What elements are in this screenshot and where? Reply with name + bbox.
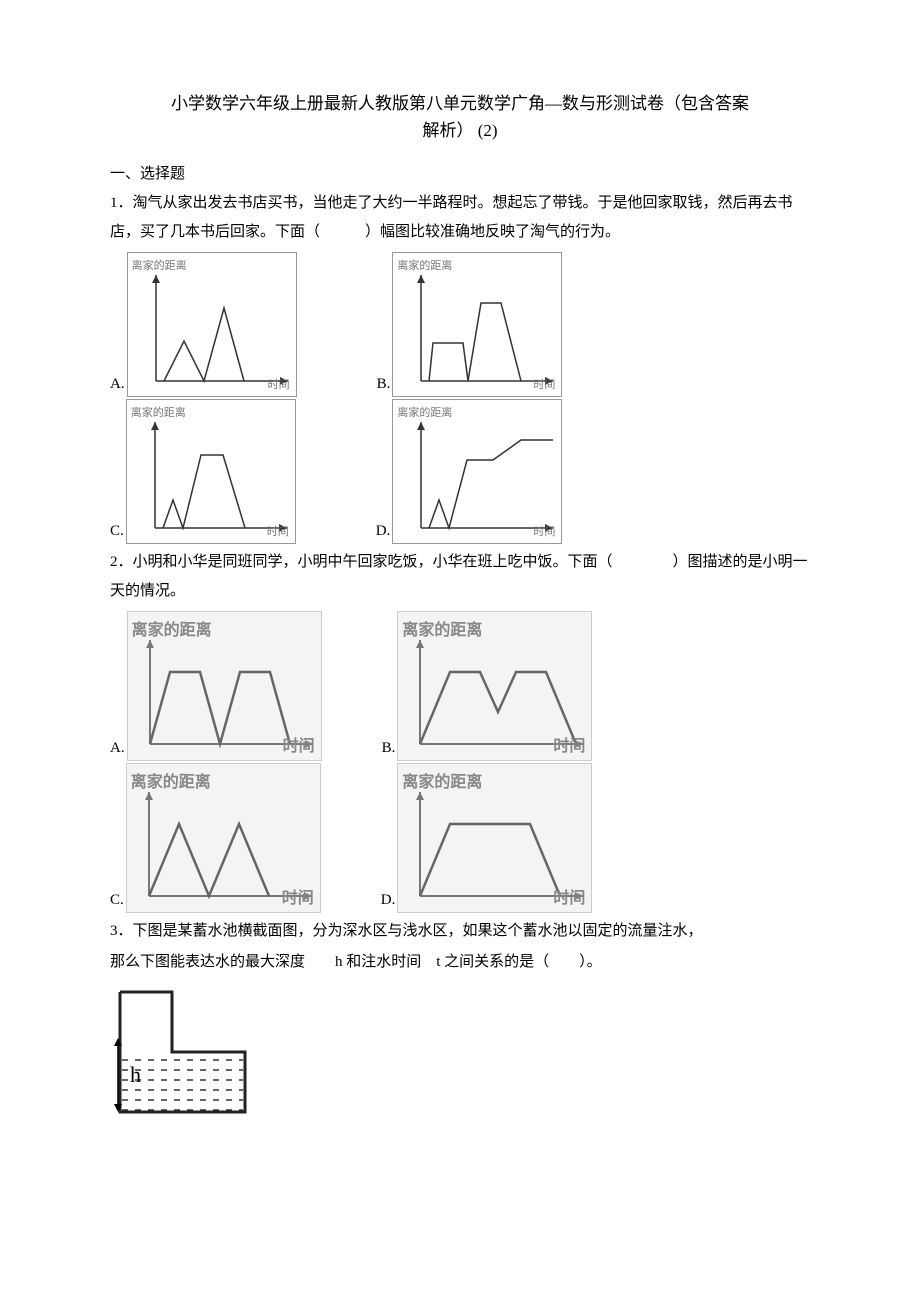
q1D-ylabel: 离家的距离 <box>397 404 452 420</box>
q2-optB[interactable]: B. 离家的距离 时间 <box>382 611 593 761</box>
q2-optD-label: D. <box>381 892 396 913</box>
q1-optA[interactable]: A. 离家的距离 时间 <box>110 252 297 397</box>
q1-row2: C. 离家的距离 时间 D. 离家的距离 时间 <box>110 399 810 544</box>
q1-optA-label: A. <box>110 376 125 397</box>
q2-chartB: 离家的距离 时间 <box>397 611 592 761</box>
q3-pool-diagram: h <box>110 982 255 1122</box>
q2-optA[interactable]: A. 离家的距离 时间 <box>110 611 322 761</box>
q1-optC[interactable]: C. 离家的距离 时间 <box>110 399 296 544</box>
q2-chartA: 离家的距离 时间 <box>127 611 322 761</box>
q2-optB-label: B. <box>382 740 396 761</box>
q2B-ylabel: 离家的距离 <box>402 616 482 640</box>
title-line1: 小学数学六年级上册最新人教版第八单元数学广角—数与形测试卷（包含答案 <box>171 94 749 113</box>
q1B-xlabel: 时间 <box>533 376 555 392</box>
q1-optD-label: D. <box>376 523 391 544</box>
q2-optC-label: C. <box>110 892 124 913</box>
q1-optB[interactable]: B. 离家的距离 时间 <box>377 252 563 397</box>
q2-chartC: 离家的距离 时间 <box>126 763 321 913</box>
section-1-heading: 一、选择题 <box>110 162 810 183</box>
q2-row1: A. 离家的距离 时间 B. 离家的距离 时间 <box>110 611 810 761</box>
svg-text:h: h <box>130 1062 141 1087</box>
q1-optD[interactable]: D. 离家的距离 时间 <box>376 399 563 544</box>
q2C-ylabel: 离家的距离 <box>131 768 211 792</box>
q1D-xlabel: 时间 <box>533 523 555 539</box>
q2D-ylabel: 离家的距离 <box>402 768 482 792</box>
q2-optD[interactable]: D. 离家的距离 时间 <box>381 763 593 913</box>
q3-text1: 3．下图是某蓄水池横截面图，分为深水区与浅水区，如果这个蓄水池以固定的流量注水， <box>110 917 810 946</box>
doc-title: 小学数学六年级上册最新人教版第八单元数学广角—数与形测试卷（包含答案 解析） (… <box>110 90 810 144</box>
title-line2: 解析） (2) <box>422 121 497 140</box>
q3-text2: 那么下图能表达水的最大深度 h 和注水时间 t 之间关系的是（ ）。 <box>110 948 810 977</box>
q1-chartB: 离家的距离 时间 <box>392 252 562 397</box>
q1-chartA: 离家的距离 时间 <box>127 252 297 397</box>
q2A-xlabel: 时间 <box>283 732 315 756</box>
q2-text: 2．小明和小华是同班同学，小明中午回家吃饭，小华在班上吃中饭。下面（ ）图描述的… <box>110 548 810 605</box>
q1-optC-label: C. <box>110 523 124 544</box>
q2-optA-label: A. <box>110 740 125 761</box>
q1A-ylabel: 离家的距离 <box>132 257 187 273</box>
q2-optC[interactable]: C. 离家的距离 时间 <box>110 763 321 913</box>
q1-chartD: 离家的距离 时间 <box>392 399 562 544</box>
q2-row2: C. 离家的距离 时间 D. 离家的距离 时间 <box>110 763 810 913</box>
q1C-ylabel: 离家的距离 <box>131 404 186 420</box>
q1-row1: A. 离家的距离 时间 B. 离家的距离 时间 <box>110 252 810 397</box>
q2B-xlabel: 时间 <box>553 732 585 756</box>
q1A-xlabel: 时间 <box>268 376 290 392</box>
q1-chartC: 离家的距离 时间 <box>126 399 296 544</box>
q2D-xlabel: 时间 <box>553 884 585 908</box>
q2-chartD: 离家的距离 时间 <box>397 763 592 913</box>
q2C-xlabel: 时间 <box>282 884 314 908</box>
q1-optB-label: B. <box>377 376 391 397</box>
q1B-ylabel: 离家的距离 <box>397 257 452 273</box>
q1-text: 1．淘气从家出发去书店买书，当他走了大约一半路程时。想起忘了带钱。于是他回家取钱… <box>110 189 810 246</box>
q1C-xlabel: 时间 <box>267 523 289 539</box>
q2A-ylabel: 离家的距离 <box>132 616 212 640</box>
